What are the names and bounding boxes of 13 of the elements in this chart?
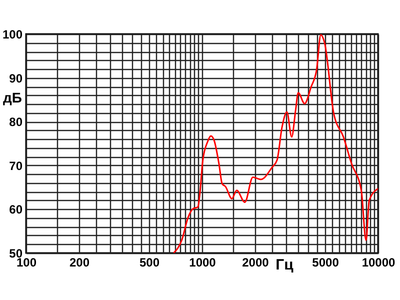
x-tick-label: 10000 (362, 256, 396, 270)
x-tick-label: 2000 (242, 256, 270, 270)
y-tick-label: 60 (9, 202, 23, 217)
y-tick-label: 70 (9, 158, 23, 173)
y-tick-label: 100 (2, 28, 23, 42)
y-tick-label: 90 (9, 71, 23, 86)
y-tick-label: 80 (9, 115, 23, 130)
x-tick-label: 200 (69, 256, 90, 270)
y-axis-title: дБ (3, 90, 22, 106)
x-tick-label: 500 (140, 256, 160, 270)
x-tick-label: 5000 (312, 256, 340, 270)
x-axis-title: Гц (276, 256, 294, 274)
x-tick-label: 1000 (189, 256, 216, 270)
